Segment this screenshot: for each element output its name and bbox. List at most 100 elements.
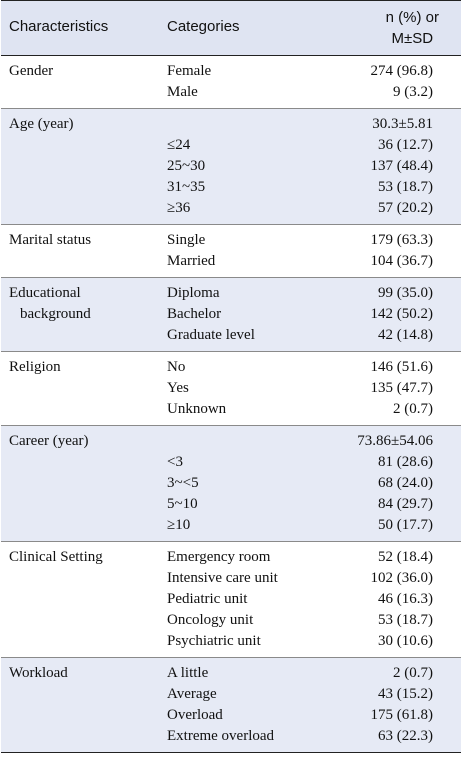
category-cell: Pediatric unit [167, 591, 248, 607]
value-cell: 50 (17.7) [378, 517, 433, 533]
category-cell: ≤24 [167, 137, 191, 153]
value-cell: 81 (28.6) [378, 454, 433, 470]
value-cell: 84 (29.7) [378, 496, 433, 512]
header-categories: Categories [167, 18, 240, 35]
characteristic-label: Gender [9, 61, 53, 82]
header-value: n (%) or M±SD [386, 7, 439, 49]
table-row: Female 274 (96.8) [1, 61, 461, 82]
table-row: 3~<5 68 (24.0) [1, 473, 461, 494]
category-cell: Female [167, 63, 212, 79]
characteristic-name: Educational [9, 285, 81, 301]
value-cell: 46 (16.3) [378, 591, 433, 607]
category-cell: Yes [167, 380, 189, 396]
row-group: Religion No 146 (51.6) Yes 135 (47.7) Unknown… [1, 352, 461, 426]
category-cell: ≥10 [167, 517, 191, 533]
header-value-line2: M±SD [391, 30, 434, 47]
table-row: Emergency room 52 (18.4) [1, 547, 461, 568]
category-cell: A little [167, 665, 209, 681]
category-cell: Emergency room [167, 549, 271, 565]
value-cell: 53 (18.7) [378, 612, 433, 628]
value-cell: 36 (12.7) [378, 137, 433, 153]
table-row: 5~10 84 (29.7) [1, 494, 461, 515]
table-header: Characteristics Categories n (%) or M±SD [1, 0, 461, 56]
category-cell: <3 [167, 454, 183, 470]
table-row: 31~35 53 (18.7) [1, 177, 461, 198]
category-cell: 31~35 [167, 179, 206, 195]
value-cell: 73.86±54.06 [357, 433, 433, 449]
value-cell: 9 (3.2) [393, 84, 433, 100]
table-row: <3 81 (28.6) [1, 452, 461, 473]
category-cell: Psychiatric unit [167, 633, 261, 649]
value-cell: 53 (18.7) [378, 179, 433, 195]
category-cell: Intensive care unit [167, 570, 278, 586]
characteristic-label: Clinical Setting [9, 547, 103, 568]
table-row: 73.86±54.06 [1, 431, 461, 452]
value-cell: 42 (14.8) [378, 327, 433, 343]
table-row: Intensive care unit 102 (36.0) [1, 568, 461, 589]
table-row: Diploma 99 (35.0) [1, 283, 461, 304]
category-cell: ≥36 [167, 200, 191, 216]
table-row: Bachelor 142 (50.2) [1, 304, 461, 325]
category-cell: No [167, 359, 186, 375]
row-group: Marital status Single 179 (63.3) Married 104… [1, 225, 461, 278]
value-cell: 135 (47.7) [370, 380, 434, 396]
header-characteristics: Characteristics [9, 18, 109, 35]
value-cell: 274 (96.8) [370, 63, 434, 79]
category-cell: Single [167, 232, 206, 248]
category-cell: 3~<5 [167, 475, 199, 491]
characteristic-label: Religion [9, 357, 61, 378]
category-cell: Male [167, 84, 198, 100]
characteristic-name: Religion [9, 359, 61, 375]
table-row: Single 179 (63.3) [1, 230, 461, 251]
table-row: A little 2 (0.7) [1, 663, 461, 684]
value-cell: 99 (35.0) [378, 285, 433, 301]
value-cell: 30 (10.6) [378, 633, 433, 649]
category-cell: Bachelor [167, 306, 222, 322]
table-row: No 146 (51.6) [1, 357, 461, 378]
row-group: Clinical Setting Emergency room 52 (18.4) I… [1, 542, 461, 658]
category-cell: Unknown [167, 401, 227, 417]
table-row: ≤24 36 (12.7) [1, 135, 461, 156]
characteristic-name: Marital status [9, 232, 92, 248]
header-value-line1: n (%) or [385, 9, 439, 26]
row-group: Career (year) 73.86±54.06 <3 81 (28.6) 3~<5 6… [1, 426, 461, 542]
category-cell: Graduate level [167, 327, 255, 343]
characteristic-name: Clinical Setting [9, 549, 103, 565]
value-cell: 104 (36.7) [370, 253, 434, 269]
table-row: ≥36 57 (20.2) [1, 198, 461, 219]
table-row: Overload 175 (61.8) [1, 705, 461, 726]
characteristic-name: Workload [9, 665, 68, 681]
table-row: ≥10 50 (17.7) [1, 515, 461, 536]
value-cell: 2 (0.7) [393, 401, 433, 417]
value-cell: 2 (0.7) [393, 665, 433, 681]
value-cell: 102 (36.0) [370, 570, 434, 586]
table-row: Graduate level 42 (14.8) [1, 325, 461, 346]
category-cell: Overload [167, 707, 223, 723]
characteristic-name: Career (year) [9, 433, 89, 449]
characteristic-label: Marital status [9, 230, 91, 251]
table-row: Yes 135 (47.7) [1, 378, 461, 399]
category-cell: 25~30 [167, 158, 206, 174]
table-row: Male 9 (3.2) [1, 82, 461, 103]
value-cell: 43 (15.2) [378, 686, 433, 702]
characteristic-label: Educational background [9, 283, 91, 325]
value-cell: 57 (20.2) [378, 200, 433, 216]
table-row: Average 43 (15.2) [1, 684, 461, 705]
row-group: Educational background Diploma 99 (35.0) Bac… [1, 278, 461, 352]
table-row: Oncology unit 53 (18.7) [1, 610, 461, 631]
value-cell: 137 (48.4) [370, 158, 434, 174]
characteristic-label: Workload [9, 663, 68, 684]
category-cell: Extreme overload [167, 728, 275, 744]
value-cell: 30.3±5.81 [372, 116, 433, 132]
table-row: Psychiatric unit 30 (10.6) [1, 631, 461, 652]
table-row: Extreme overload 63 (22.3) [1, 726, 461, 747]
table-row: 25~30 137 (48.4) [1, 156, 461, 177]
value-cell: 68 (24.0) [378, 475, 433, 491]
category-cell: 5~10 [167, 496, 198, 512]
characteristic-name-line2: background [20, 306, 91, 322]
characteristic-name: Gender [9, 63, 54, 79]
value-cell: 146 (51.6) [370, 359, 434, 375]
value-cell: 175 (61.8) [370, 707, 434, 723]
value-cell: 63 (22.3) [378, 728, 433, 744]
